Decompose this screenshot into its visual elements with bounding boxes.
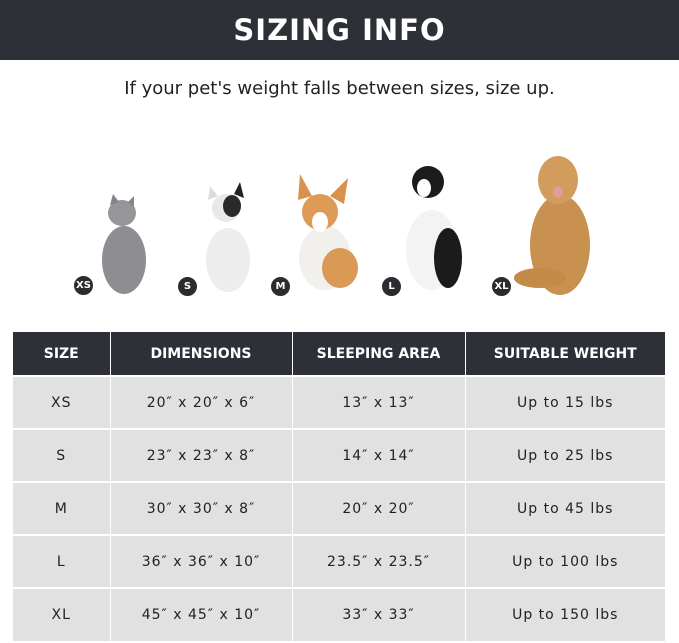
- cell-dimensions: 30″ x 30″ x 8″: [110, 481, 293, 535]
- header-size: SIZE: [13, 332, 111, 376]
- header-dimensions: DIMENSIONS: [110, 332, 293, 376]
- table-row: L 36″ x 36″ x 10″ 23.5″ x 23.5″ Up to 100 l…: [13, 534, 665, 588]
- cell-weight: Up to 15 lbs: [465, 375, 665, 429]
- cell-sleeping-area: 14″ x 14″: [292, 428, 466, 482]
- cell-dimensions: 20″ x 20″ x 6″: [110, 375, 293, 429]
- cell-sleeping-area: 20″ x 20″: [292, 481, 466, 535]
- table-header-row: SIZE DIMENSIONS SLEEPING AREA SUITABLE W…: [13, 332, 665, 376]
- cell-size: M: [13, 481, 111, 535]
- cell-dimensions: 36″ x 36″ x 10″: [110, 534, 293, 588]
- cell-size: L: [13, 534, 111, 588]
- cell-weight: Up to 100 lbs: [465, 534, 665, 588]
- header-sleeping-area: SLEEPING AREA: [292, 332, 466, 376]
- header-suitable-weight: SUITABLE WEIGHT: [465, 332, 665, 376]
- cat-image: [102, 194, 146, 294]
- corgi-image: [298, 174, 358, 290]
- cell-weight: Up to 25 lbs: [465, 428, 665, 482]
- cell-size: XS: [13, 375, 111, 429]
- sizing-table: SIZE DIMENSIONS SLEEPING AREA SUITABLE W…: [13, 332, 665, 641]
- size-badge-s: S: [177, 276, 198, 297]
- pets-illustration: [102, 156, 590, 295]
- cell-dimensions: 23″ x 23″ x 8″: [110, 428, 293, 482]
- border-collie-image: [406, 166, 462, 290]
- golden-retriever-image: [514, 156, 590, 295]
- cell-dimensions: 45″ x 45″ x 10″: [110, 587, 293, 641]
- table-row: XS 20″ x 20″ x 6″ 13″ x 13″ Up to 15 lbs: [13, 375, 665, 429]
- cell-size: XL: [13, 587, 111, 641]
- cell-weight: Up to 150 lbs: [465, 587, 665, 641]
- size-badge-m: M: [270, 276, 291, 297]
- subtitle: If your pet's weight falls between sizes…: [124, 78, 555, 99]
- size-badge-xl: XL: [491, 276, 512, 297]
- size-badge-xs: XS: [73, 275, 94, 296]
- table-row: M 30″ x 30″ x 8″ 20″ x 20″ Up to 45 lbs: [13, 481, 665, 535]
- cell-sleeping-area: 13″ x 13″: [292, 375, 466, 429]
- title-banner: SIZING INFO: [0, 0, 679, 60]
- table-row: XL 45″ x 45″ x 10″ 33″ x 33″ Up to 150 lbs: [13, 587, 665, 641]
- size-badge-l: L: [381, 276, 402, 297]
- cell-size: S: [13, 428, 111, 482]
- cell-sleeping-area: 33″ x 33″: [292, 587, 466, 641]
- table-row: S 23″ x 23″ x 8″ 14″ x 14″ Up to 25 lbs: [13, 428, 665, 482]
- cell-sleeping-area: 23.5″ x 23.5″: [292, 534, 466, 588]
- page-title: SIZING INFO: [233, 13, 446, 47]
- french-bulldog-image: [206, 182, 250, 292]
- cell-weight: Up to 45 lbs: [465, 481, 665, 535]
